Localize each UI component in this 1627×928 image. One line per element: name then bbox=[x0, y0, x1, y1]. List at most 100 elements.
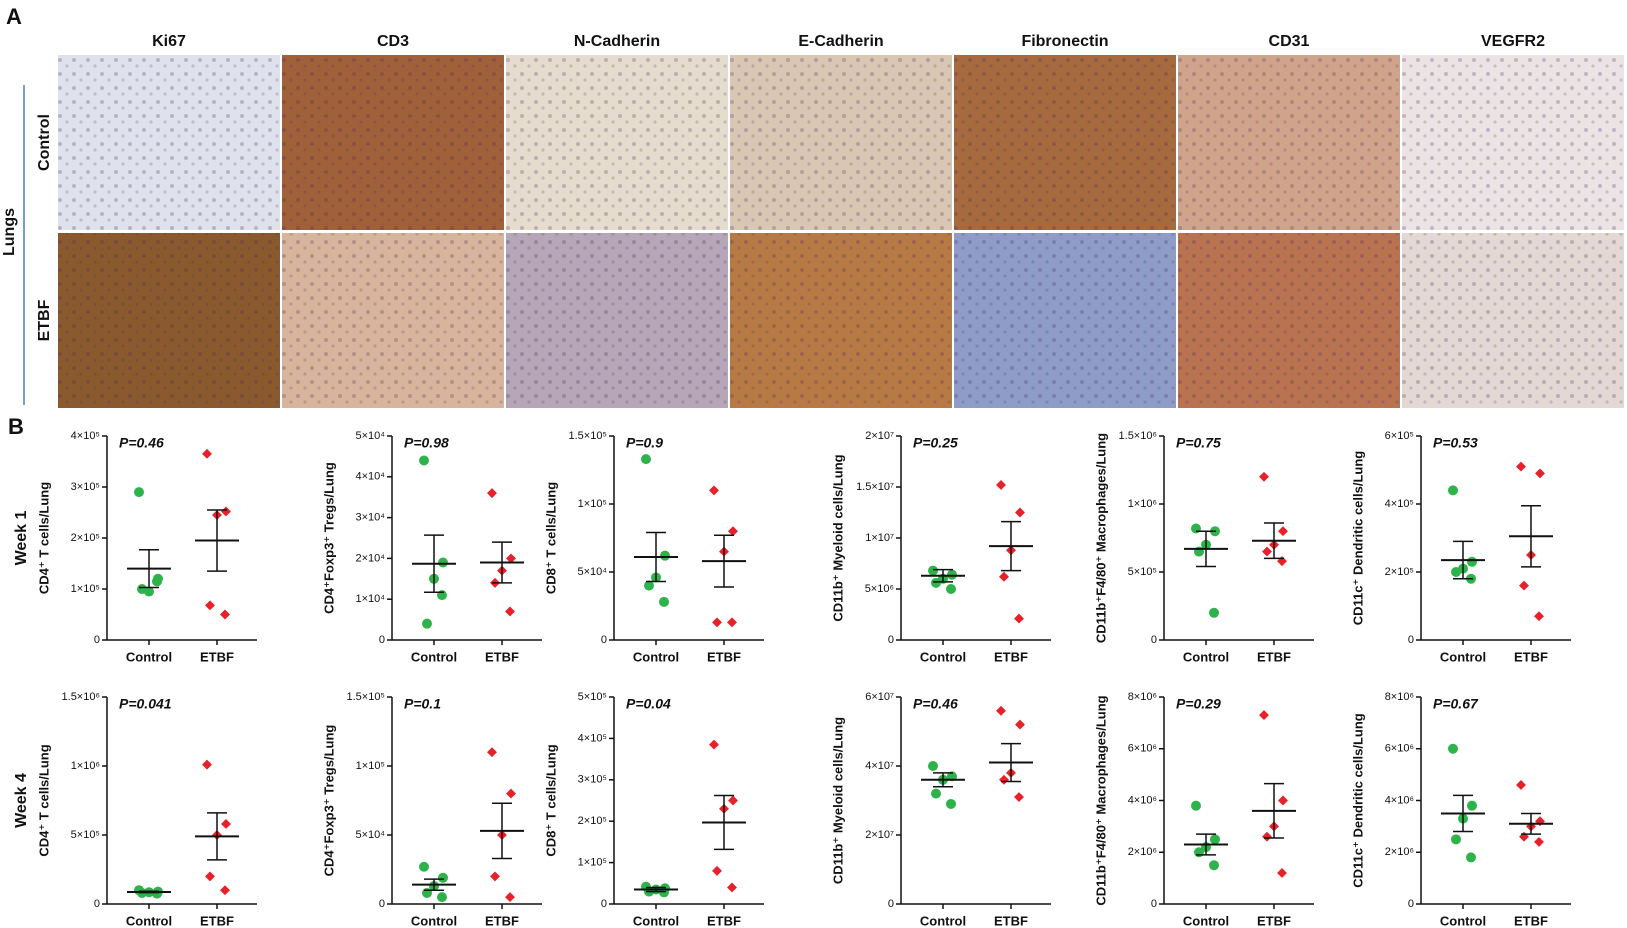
y-tick-label: 5×10⁴ bbox=[577, 566, 607, 578]
x-tick-label: Control bbox=[920, 913, 966, 928]
data-point bbox=[437, 892, 447, 903]
data-point bbox=[438, 872, 448, 883]
data-point bbox=[1467, 800, 1477, 811]
y-tick-label: 4×10⁵ bbox=[71, 430, 100, 442]
data-point bbox=[137, 584, 147, 594]
y-axis-label: CD4⁺ T cells/Lung bbox=[36, 482, 51, 594]
stain-header: E-Cadherin bbox=[798, 33, 883, 50]
data-point bbox=[419, 455, 429, 466]
data-point bbox=[1278, 526, 1288, 537]
histology-texture bbox=[1178, 55, 1400, 230]
y-tick-label: 8×10⁶ bbox=[1128, 691, 1157, 703]
y-axis-label: CD4⁺Foxp3⁺ Tregs/Lung bbox=[321, 462, 336, 614]
data-point bbox=[1451, 567, 1461, 577]
data-point bbox=[1448, 743, 1458, 754]
y-axis-label: CD8⁺ T cells/Lung bbox=[543, 482, 558, 594]
x-tick-label: Control bbox=[411, 913, 457, 928]
data-point bbox=[1259, 471, 1269, 482]
data-point bbox=[1191, 523, 1201, 534]
data-point bbox=[931, 577, 941, 588]
y-tick-label: 0 bbox=[1151, 634, 1157, 646]
y-tick-label: 5×10⁴ bbox=[355, 430, 385, 442]
y-tick-label: 1×10⁵ bbox=[71, 583, 100, 595]
data-point bbox=[419, 861, 429, 872]
y-tick-label: 0 bbox=[1408, 898, 1414, 910]
y-tick-label: 6×10⁵ bbox=[1385, 430, 1414, 442]
p-value: P=0.25 bbox=[913, 435, 958, 451]
histology-texture bbox=[1402, 55, 1624, 230]
x-tick-label: Control bbox=[411, 649, 457, 664]
y-tick-label: 5×10⁵ bbox=[71, 829, 100, 841]
data-point bbox=[1519, 580, 1529, 591]
p-value: P=0.04 bbox=[626, 696, 671, 712]
data-point bbox=[487, 747, 497, 758]
x-tick-label: ETBF bbox=[994, 649, 1028, 664]
y-tick-label: 1×10⁵ bbox=[356, 760, 385, 772]
x-tick-label: Control bbox=[126, 913, 172, 928]
y-tick-label: 4×10⁷ bbox=[865, 760, 894, 772]
histology-texture bbox=[58, 233, 280, 408]
data-point bbox=[996, 480, 1006, 490]
data-point bbox=[1534, 836, 1544, 847]
x-tick-label: ETBF bbox=[485, 649, 519, 664]
y-tick-label: 5×10⁵ bbox=[578, 691, 607, 703]
data-point bbox=[205, 600, 215, 611]
y-axis-label: CD11b⁺F4/80⁺ Macrophages/Lung bbox=[1093, 695, 1108, 905]
data-point bbox=[727, 617, 737, 628]
stain-header: Ki67 bbox=[152, 33, 186, 50]
data-point bbox=[1278, 795, 1288, 806]
data-point bbox=[1014, 613, 1024, 624]
histology-texture bbox=[282, 55, 504, 230]
y-tick-label: 1.5×10⁵ bbox=[568, 430, 607, 442]
y-tick-label: 0 bbox=[1408, 634, 1414, 646]
y-tick-label: 2×10⁵ bbox=[1385, 566, 1414, 578]
y-tick-label: 1.5×10⁷ bbox=[856, 481, 894, 493]
data-point bbox=[1209, 860, 1219, 871]
y-tick-label: 6×10⁶ bbox=[1128, 743, 1157, 755]
x-tick-label: Control bbox=[126, 649, 172, 664]
x-tick-label: ETBF bbox=[1257, 913, 1291, 928]
data-point bbox=[709, 485, 719, 496]
data-point bbox=[931, 788, 941, 799]
data-point bbox=[422, 618, 432, 629]
y-tick-label: 0 bbox=[379, 898, 385, 910]
stain-header: N-Cadherin bbox=[574, 33, 660, 50]
y-tick-label: 1×10⁴ bbox=[355, 593, 385, 605]
data-point bbox=[1191, 800, 1201, 811]
stain-header: CD31 bbox=[1269, 33, 1310, 50]
y-tick-label: 4×10⁶ bbox=[1128, 794, 1157, 806]
x-tick-label: ETBF bbox=[1257, 649, 1291, 664]
y-tick-label: 2×10⁷ bbox=[865, 829, 894, 841]
y-tick-label: 4×10⁵ bbox=[1385, 498, 1414, 510]
y-tick-label: 2×10⁷ bbox=[865, 430, 894, 442]
data-point bbox=[202, 448, 212, 459]
y-tick-label: 3×10⁵ bbox=[578, 774, 607, 786]
y-tick-label: 1×10⁷ bbox=[865, 532, 894, 544]
x-tick-label: ETBF bbox=[707, 913, 741, 928]
histology-texture bbox=[954, 55, 1176, 230]
data-point bbox=[728, 526, 738, 537]
data-point bbox=[1535, 468, 1545, 479]
data-point bbox=[728, 795, 738, 806]
data-point bbox=[221, 819, 231, 829]
data-point bbox=[152, 888, 162, 899]
x-tick-label: Control bbox=[1440, 649, 1486, 664]
histology-texture bbox=[954, 233, 1176, 408]
data-point bbox=[1516, 461, 1526, 472]
data-point bbox=[438, 557, 448, 568]
p-value: P=0.041 bbox=[119, 696, 172, 712]
histology-texture bbox=[506, 233, 728, 408]
y-axis-label: CD11c⁺ Dendritic cells/Lung bbox=[1350, 451, 1365, 626]
x-tick-label: ETBF bbox=[994, 913, 1028, 928]
x-tick-label: Control bbox=[633, 649, 679, 664]
y-tick-label: 1.5×10⁵ bbox=[346, 691, 385, 703]
y-tick-label: 1×10⁵ bbox=[578, 498, 607, 510]
p-value: P=0.29 bbox=[1176, 696, 1221, 712]
data-point bbox=[1516, 780, 1526, 790]
data-point bbox=[1209, 607, 1219, 618]
p-value: P=0.98 bbox=[404, 435, 449, 451]
y-tick-label: 2×10⁶ bbox=[1128, 846, 1157, 858]
y-axis-label: CD8⁺ T cells/Lung bbox=[543, 744, 558, 856]
histology-texture bbox=[282, 233, 504, 408]
x-tick-label: Control bbox=[920, 649, 966, 664]
